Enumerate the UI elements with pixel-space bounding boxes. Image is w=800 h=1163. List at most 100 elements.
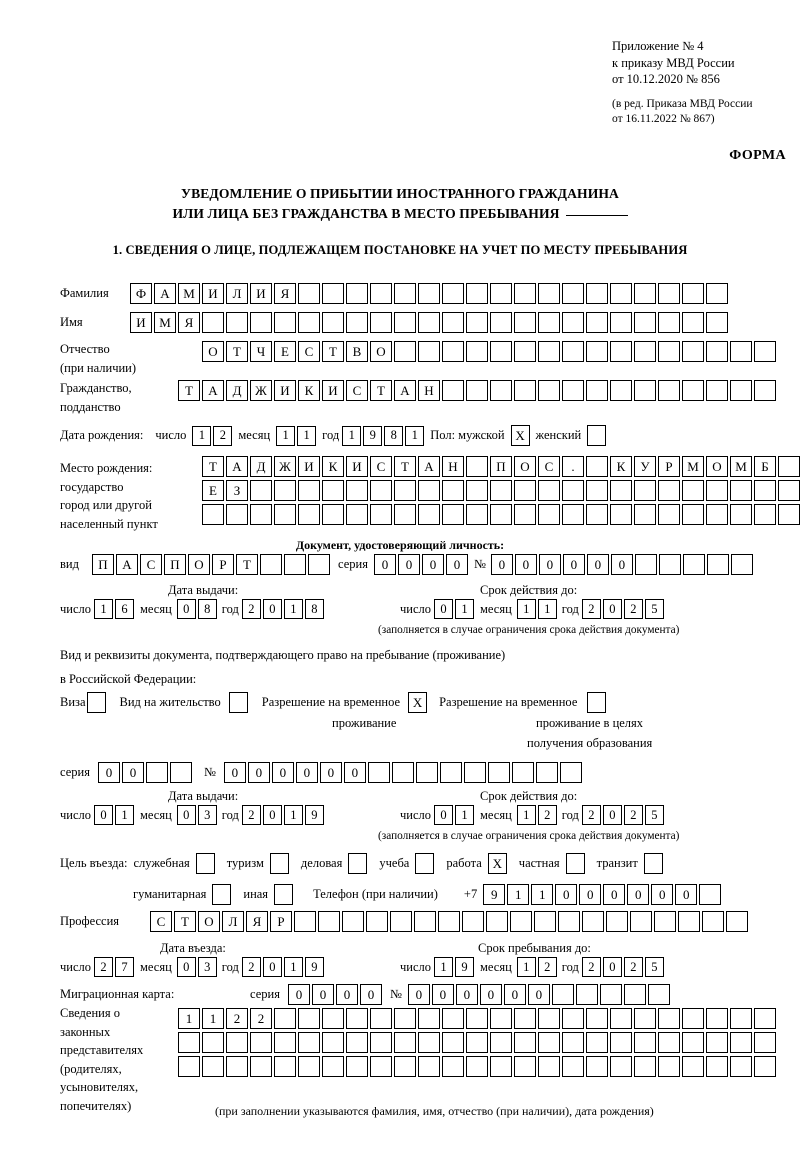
char-box[interactable]: 5 xyxy=(644,599,664,619)
char-box[interactable]: 0 xyxy=(247,762,270,783)
char-box[interactable]: Л xyxy=(222,911,244,932)
char-box[interactable] xyxy=(370,480,392,501)
char-box[interactable] xyxy=(658,480,680,501)
char-box[interactable] xyxy=(658,504,680,525)
char-box[interactable]: 0 xyxy=(359,984,382,1005)
char-box[interactable]: Ж xyxy=(250,380,272,401)
char-box[interactable] xyxy=(586,480,608,501)
char-box[interactable]: 0 xyxy=(610,554,633,575)
char-box[interactable] xyxy=(514,1008,536,1029)
char-box[interactable] xyxy=(442,380,464,401)
char-box[interactable]: Н xyxy=(418,380,440,401)
char-box[interactable]: О xyxy=(188,554,210,575)
char-box[interactable] xyxy=(730,1008,752,1029)
char-box[interactable] xyxy=(322,1056,344,1077)
char-box[interactable]: 1 xyxy=(297,425,317,446)
char-box[interactable]: Н xyxy=(442,456,464,477)
char-box[interactable]: 9 xyxy=(363,425,383,446)
char-box[interactable] xyxy=(226,504,248,525)
char-box[interactable] xyxy=(538,1032,560,1053)
char-box[interactable]: 0 xyxy=(397,554,420,575)
char-box[interactable] xyxy=(778,480,800,501)
char-box[interactable] xyxy=(754,1056,776,1077)
char-box[interactable] xyxy=(370,283,392,304)
char-box[interactable]: 0 xyxy=(262,957,282,977)
char-box[interactable] xyxy=(634,504,656,525)
char-box[interactable] xyxy=(730,341,752,362)
char-box[interactable] xyxy=(514,1056,536,1077)
char-box[interactable] xyxy=(586,1056,608,1077)
char-box[interactable]: А xyxy=(116,554,138,575)
char-box[interactable] xyxy=(586,380,608,401)
char-box[interactable] xyxy=(169,762,192,783)
char-box[interactable] xyxy=(442,283,464,304)
char-box[interactable] xyxy=(414,911,436,932)
char-box[interactable]: М xyxy=(730,456,752,477)
char-box[interactable] xyxy=(442,1056,464,1077)
char-box[interactable] xyxy=(706,341,728,362)
char-box[interactable] xyxy=(394,1032,416,1053)
char-box[interactable]: 2 xyxy=(94,957,114,977)
char-box[interactable] xyxy=(610,380,632,401)
sex-female-checkbox[interactable] xyxy=(587,425,607,446)
char-box[interactable] xyxy=(754,1032,776,1053)
char-box[interactable] xyxy=(294,911,316,932)
temp-residence-edu-checkbox[interactable] xyxy=(587,692,607,713)
char-box[interactable]: 2 xyxy=(241,957,261,977)
char-box[interactable] xyxy=(322,1008,344,1029)
char-box[interactable]: С xyxy=(538,456,560,477)
char-box[interactable]: 2 xyxy=(581,805,601,825)
char-box[interactable]: 0 xyxy=(223,762,246,783)
char-box[interactable]: 0 xyxy=(343,762,366,783)
char-box[interactable] xyxy=(706,480,728,501)
char-box[interactable]: 0 xyxy=(421,554,444,575)
title-blank-line[interactable] xyxy=(565,215,628,216)
char-box[interactable] xyxy=(658,1032,680,1053)
char-box[interactable] xyxy=(490,1032,512,1053)
char-box[interactable]: 1 xyxy=(178,1008,200,1029)
char-box[interactable] xyxy=(586,1008,608,1029)
purpose-option-checkbox[interactable] xyxy=(643,853,663,874)
char-box[interactable]: 1 xyxy=(537,599,557,619)
char-box[interactable] xyxy=(418,480,440,501)
char-box[interactable] xyxy=(346,1056,368,1077)
char-box[interactable] xyxy=(682,283,704,304)
char-box[interactable] xyxy=(394,283,416,304)
char-box[interactable] xyxy=(394,1008,416,1029)
char-box[interactable] xyxy=(250,504,272,525)
char-box[interactable] xyxy=(322,504,344,525)
char-box[interactable] xyxy=(322,312,344,333)
char-box[interactable]: 0 xyxy=(503,984,526,1005)
char-box[interactable]: 0 xyxy=(586,554,609,575)
char-box[interactable]: 8 xyxy=(384,425,404,446)
char-box[interactable]: 0 xyxy=(603,884,626,905)
char-box[interactable] xyxy=(202,504,224,525)
char-box[interactable] xyxy=(682,1056,704,1077)
temp-residence-checkbox[interactable]: X xyxy=(408,692,428,713)
char-box[interactable] xyxy=(486,911,508,932)
char-box[interactable]: 0 xyxy=(527,984,550,1005)
char-box[interactable] xyxy=(466,1056,488,1077)
char-box[interactable] xyxy=(511,762,534,783)
char-box[interactable] xyxy=(623,984,646,1005)
char-box[interactable]: 9 xyxy=(455,957,475,977)
char-box[interactable]: С xyxy=(150,911,172,932)
char-box[interactable] xyxy=(514,312,536,333)
char-box[interactable] xyxy=(634,341,656,362)
char-box[interactable]: С xyxy=(298,341,320,362)
char-box[interactable] xyxy=(487,762,510,783)
char-box[interactable] xyxy=(370,312,392,333)
char-box[interactable]: 0 xyxy=(538,554,561,575)
char-box[interactable] xyxy=(562,380,584,401)
char-box[interactable]: А xyxy=(202,380,224,401)
